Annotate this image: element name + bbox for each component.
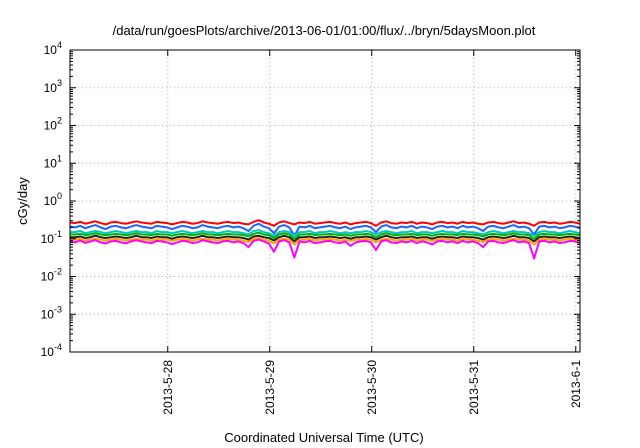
x-axis-ticks: 2013-5-28 2013-5-29 2013-5-30 2013-5-31 2013… xyxy=(161,50,583,415)
x-axis-label: Coordinated Universal Time (UTC) xyxy=(224,430,423,445)
series-line-5 xyxy=(70,234,581,243)
y-tick-label: 100 xyxy=(44,191,62,208)
series-line-3 xyxy=(70,229,581,237)
y-tick-label: 102 xyxy=(44,116,62,133)
y-tick-label: 10-4 xyxy=(41,342,62,359)
y-tick-label-base: 10 xyxy=(41,270,55,284)
series-line-1 xyxy=(69,219,581,227)
x-tick-label: 2013-5-28 xyxy=(161,360,175,415)
series-line-4 xyxy=(70,231,581,240)
y-tick-label-base: 10 xyxy=(44,156,58,170)
series-line-2 xyxy=(69,222,581,237)
y-tick-label-base: 10 xyxy=(44,81,58,95)
y-tick-label-exponent: -1 xyxy=(54,229,62,239)
y-tick-label: 101 xyxy=(44,153,62,170)
y-tick-label-exponent: 2 xyxy=(57,116,62,126)
y-tick-label-base: 10 xyxy=(44,194,58,208)
y-tick-label-exponent: 4 xyxy=(57,40,62,50)
y-tick-label-exponent: 1 xyxy=(57,153,62,163)
y-tick-label: 104 xyxy=(44,40,62,57)
y-tick-label-exponent: -4 xyxy=(54,342,62,352)
y-tick-label-base: 10 xyxy=(44,43,58,57)
y-tick-label-base: 10 xyxy=(41,345,55,359)
y-tick-label-exponent: 3 xyxy=(57,78,62,88)
x-tick-label: 2013-5-29 xyxy=(263,360,277,415)
x-tick-label: 2013-6-1 xyxy=(569,360,583,408)
y-tick-label-base: 10 xyxy=(41,232,55,246)
y-tick-label-base: 10 xyxy=(41,307,55,321)
series-layer xyxy=(69,219,581,260)
series-line-6 xyxy=(70,236,581,246)
y-tick-label: 10-3 xyxy=(41,304,62,321)
y-tick-label-exponent: -3 xyxy=(54,304,62,314)
x-tick-label: 2013-5-30 xyxy=(365,360,379,415)
y-tick-label: 103 xyxy=(44,78,62,95)
series-line-7 xyxy=(69,238,581,260)
chart-title: /data/run/goesPlots/archive/2013-06-01/0… xyxy=(113,23,536,38)
y-tick-label: 10-2 xyxy=(41,267,62,284)
y-tick-label-base: 10 xyxy=(44,119,58,133)
x-tick-label: 2013-5-31 xyxy=(467,360,481,415)
y-tick-label: 10-1 xyxy=(41,229,62,246)
y-tick-label-exponent: 0 xyxy=(57,191,62,201)
y-tick-label-exponent: -2 xyxy=(54,267,62,277)
y-axis-label: cGy/day xyxy=(15,177,30,225)
